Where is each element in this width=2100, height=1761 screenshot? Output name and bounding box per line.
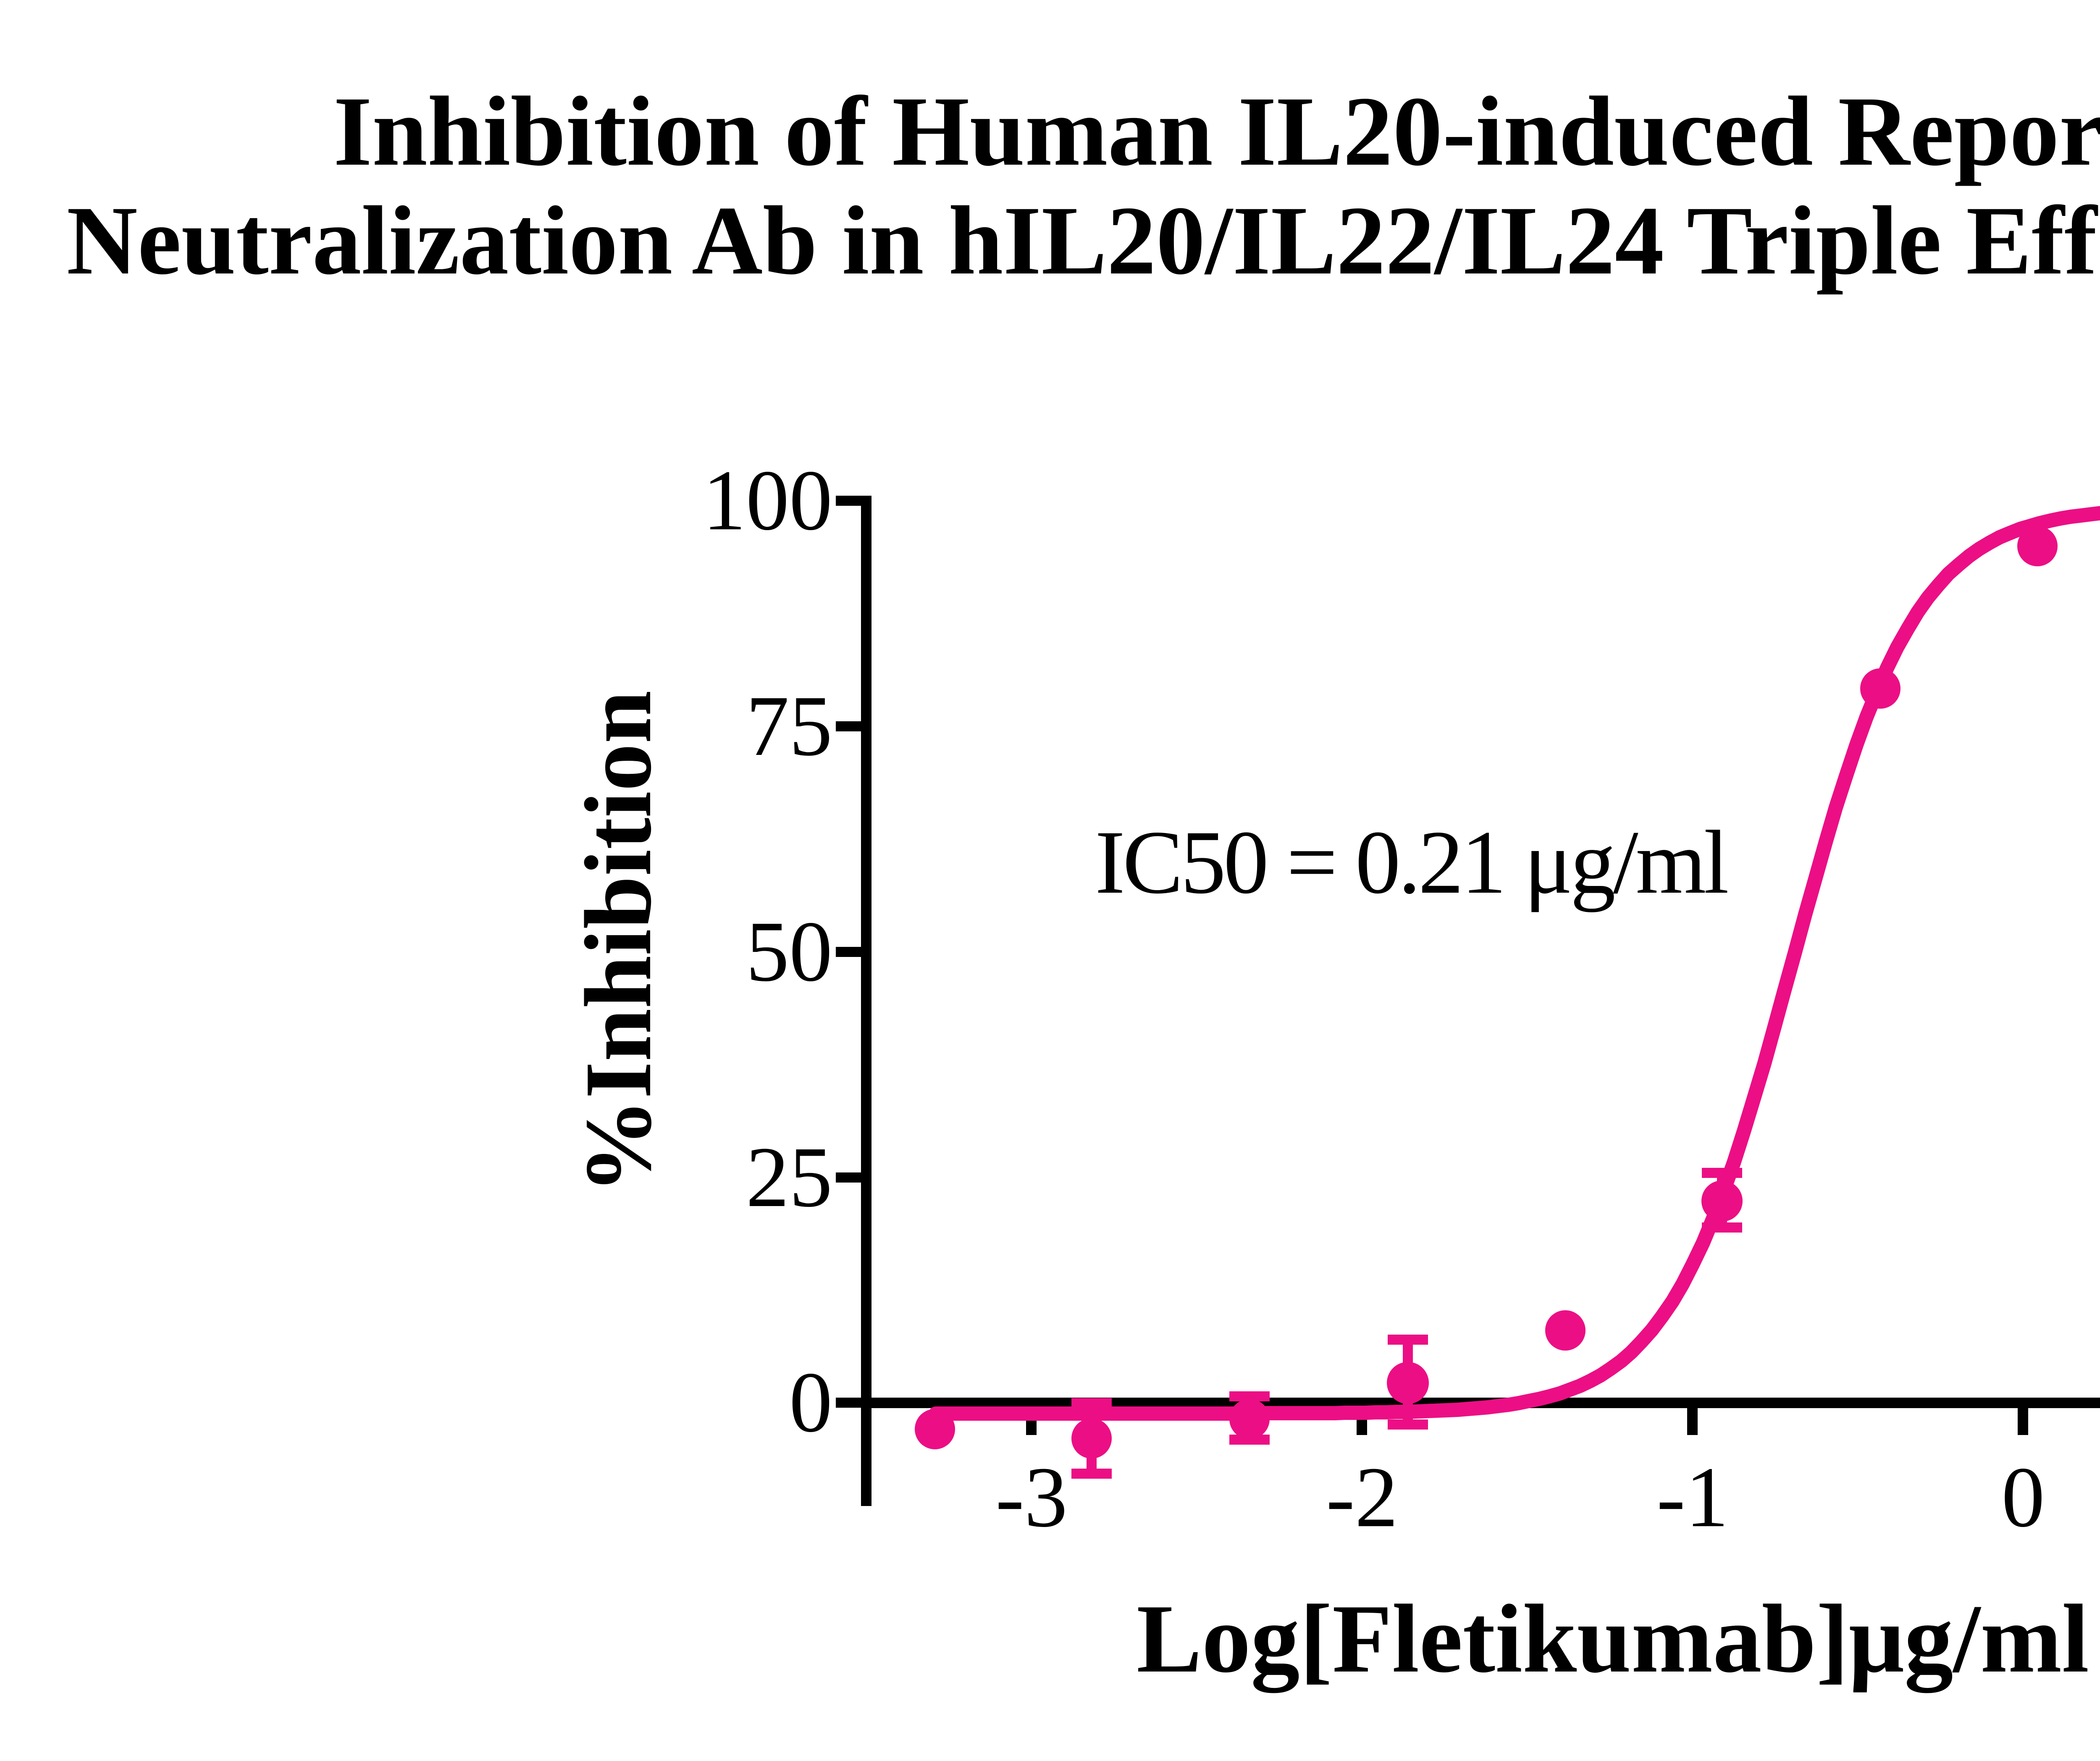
svg-text:0: 0 xyxy=(2002,1449,2045,1545)
svg-text:50: 50 xyxy=(746,903,832,999)
svg-text:0: 0 xyxy=(789,1354,832,1450)
svg-text:%Inhibition: %Inhibition xyxy=(566,691,671,1194)
svg-text:100: 100 xyxy=(703,452,832,548)
svg-text:25: 25 xyxy=(746,1129,832,1225)
svg-text:75: 75 xyxy=(746,678,832,774)
svg-text:-3: -3 xyxy=(995,1449,1068,1545)
svg-text:IC50 = 0.21 μg/ml: IC50 = 0.21 μg/ml xyxy=(1095,812,1727,912)
svg-text:Neutralization Ab in hIL20/IL2: Neutralization Ab in hIL20/IL22/IL24 Tri… xyxy=(67,171,2100,295)
svg-text:-1: -1 xyxy=(1656,1449,1729,1545)
svg-text:Log[Fletikumab]μg/ml: Log[Fletikumab]μg/ml xyxy=(1137,1585,2089,1693)
svg-text:-2: -2 xyxy=(1326,1449,1398,1545)
svg-text:Inhibition of Human IL20-induc: Inhibition of Human IL20-induced Reporte… xyxy=(333,76,2100,187)
